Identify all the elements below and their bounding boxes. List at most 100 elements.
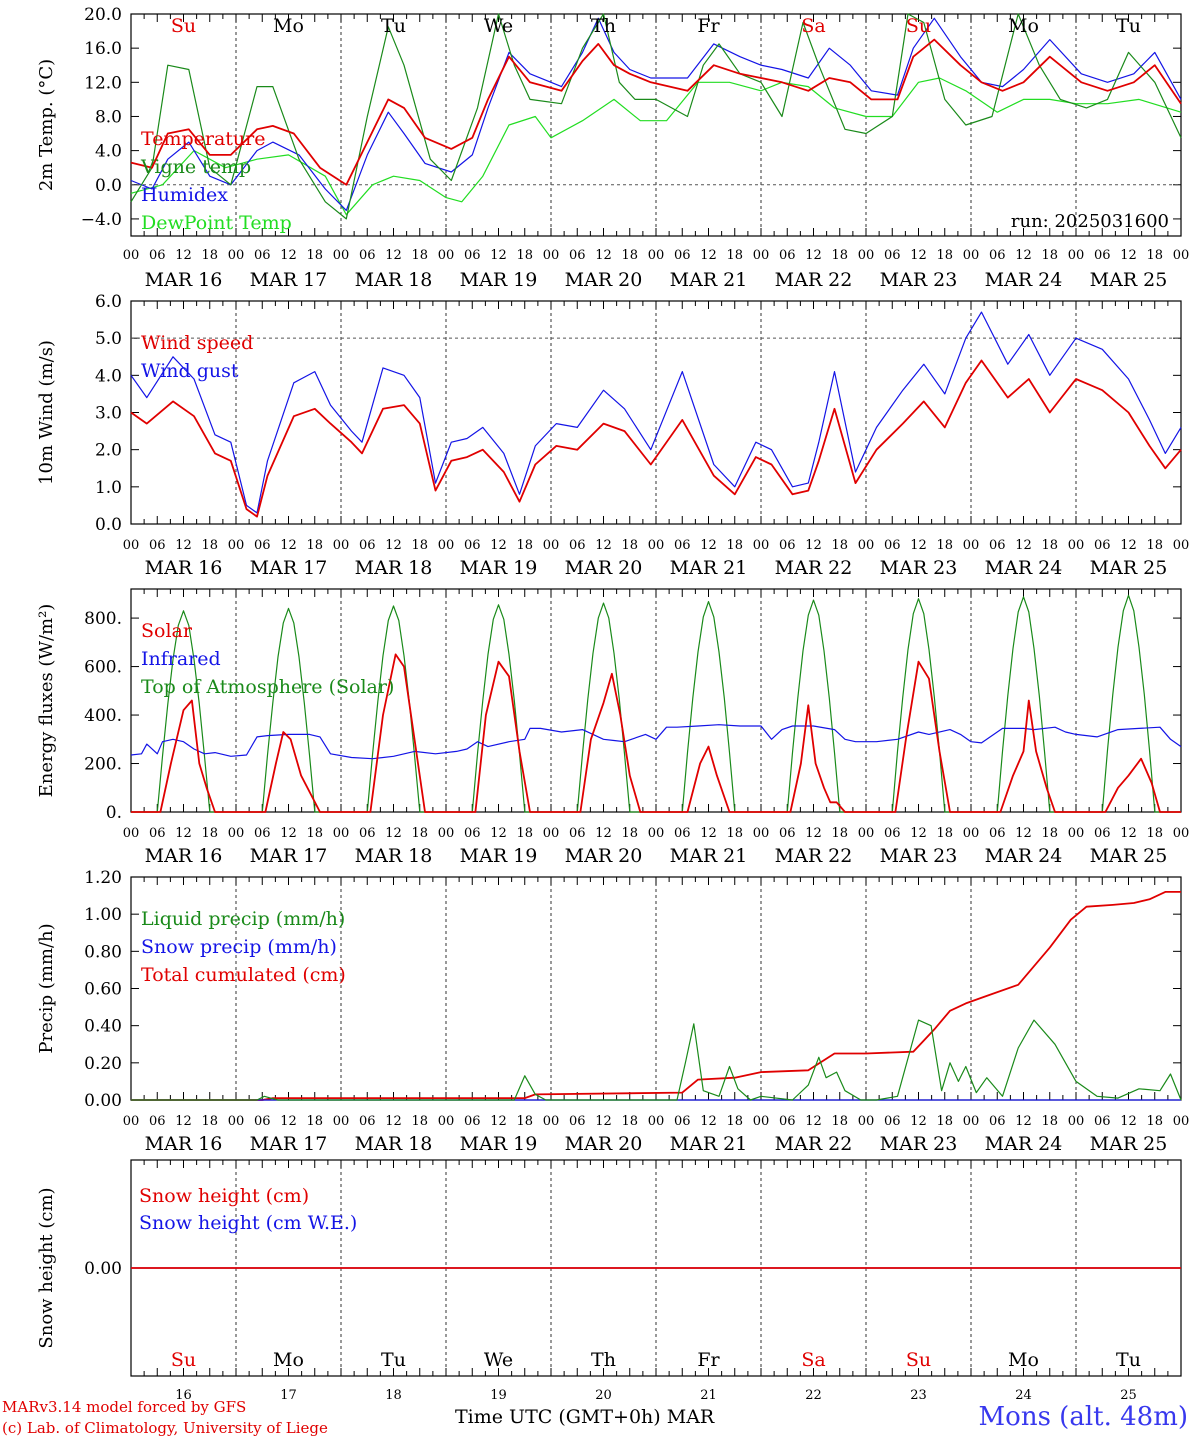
energy-hour-label: 12 — [280, 826, 297, 841]
temperature-hour-label: 12 — [280, 248, 297, 263]
energy-y-tick-label: 800. — [84, 609, 122, 629]
snow-weekday-label: Th — [591, 1349, 616, 1371]
wind-hour-label: 12 — [805, 538, 822, 553]
energy-legend-entry: Solar — [141, 620, 193, 642]
temperature-hour-label: 18 — [516, 248, 533, 263]
precip-y-tick-label: 0.00 — [84, 1091, 122, 1111]
energy-hour-label: 06 — [359, 826, 376, 841]
snow-weekday-label: Tu — [1116, 1349, 1141, 1371]
precip-y-tick-label: 1.20 — [84, 868, 122, 888]
energy-hour-label: 18 — [726, 826, 743, 841]
temperature-hour-label: 06 — [779, 248, 796, 263]
temperature-hour-label: 00 — [438, 248, 455, 263]
temperature-y-tick-label: 12.0 — [84, 73, 122, 93]
temperature-hour-label: 12 — [1120, 248, 1137, 263]
energy-hour-label: 06 — [464, 826, 481, 841]
precip-legend-entry: Liquid precip (mm/h) — [141, 908, 345, 930]
precip-hour-label: 06 — [464, 1114, 481, 1129]
x-axis-title: Time UTC (GMT+0h) MAR — [455, 1406, 714, 1428]
temperature-hour-label: 06 — [359, 248, 376, 263]
energy-date-label: MAR 20 — [565, 845, 643, 867]
wind-hour-label: 12 — [1120, 538, 1137, 553]
temperature-hour-label: 06 — [884, 248, 901, 263]
energy-hour-label: 18 — [831, 826, 848, 841]
temperature-hour-label: 18 — [201, 248, 218, 263]
wind-date-label: MAR 20 — [565, 557, 643, 579]
wind-y-tick-label: 0.0 — [95, 515, 122, 535]
energy-hour-label: 00 — [228, 826, 245, 841]
wind-date-label: MAR 18 — [355, 557, 433, 579]
wind-hour-label: 12 — [490, 538, 507, 553]
temperature-hour-label: 18 — [1146, 248, 1163, 263]
energy-hour-label: 00 — [1173, 826, 1190, 841]
precip-y-tick-label: 1.00 — [84, 905, 122, 925]
precip-date-label: MAR 16 — [145, 1133, 223, 1155]
wind-hour-label: 06 — [674, 538, 691, 553]
temperature-hour-label: 18 — [411, 248, 428, 263]
snow-day-number: 16 — [175, 1388, 192, 1403]
wind-y-tick-label: 4.0 — [95, 366, 122, 386]
precip-date-label: MAR 19 — [460, 1133, 538, 1155]
energy-hour-label: 06 — [674, 826, 691, 841]
temperature-y-axis-label: 2m Temp. (°C) — [36, 59, 57, 191]
energy-hour-label: 06 — [254, 826, 271, 841]
temperature-weekday-label: Th — [591, 15, 616, 37]
energy-series-solar — [131, 653, 1181, 813]
temperature-y-tick-label: 0.0 — [95, 176, 122, 196]
temperature-hour-label: 00 — [753, 248, 770, 263]
precip-y-tick-label: 0.20 — [84, 1054, 122, 1074]
energy-hour-label: 12 — [700, 826, 717, 841]
wind-hour-label: 00 — [228, 538, 245, 553]
temperature-hour-label: 06 — [1094, 248, 1111, 263]
temperature-date-label: MAR 20 — [565, 269, 643, 291]
wind-hour-label: 12 — [280, 538, 297, 553]
precip-hour-label: 06 — [989, 1114, 1006, 1129]
energy-date-label: MAR 19 — [460, 845, 538, 867]
temperature-hour-label: 18 — [831, 248, 848, 263]
snow-day-number: 20 — [595, 1388, 612, 1403]
temperature-series-temperature — [130, 38, 1182, 186]
energy-hour-label: 18 — [1146, 826, 1163, 841]
temperature-hour-label: 00 — [333, 248, 350, 263]
energy-y-tick-label: 0. — [106, 803, 122, 823]
wind-hour-label: 12 — [595, 538, 612, 553]
wind-hour-label: 12 — [175, 538, 192, 553]
wind-y-tick-label: 3.0 — [95, 404, 122, 424]
precip-hour-label: 00 — [123, 1114, 140, 1129]
station-name: Mons (alt. 48m) — [978, 1402, 1188, 1432]
snow-weekday-label: Su — [906, 1349, 931, 1371]
wind-y-axis-label: 10m Wind (m/s) — [36, 340, 57, 485]
temperature-hour-label: 06 — [989, 248, 1006, 263]
wind-date-label: MAR 21 — [670, 557, 748, 579]
precip-hour-label: 18 — [1041, 1114, 1058, 1129]
precip-hour-label: 12 — [175, 1114, 192, 1129]
energy-hour-label: 12 — [385, 826, 402, 841]
energy-hour-label: 18 — [306, 826, 323, 841]
precip-hour-label: 12 — [1120, 1114, 1137, 1129]
temperature-y-tick-label: 4.0 — [95, 142, 122, 162]
snow-day-number: 18 — [385, 1388, 402, 1403]
temperature-legend-entry: DewPoint Temp — [141, 212, 292, 234]
energy-hour-label: 00 — [543, 826, 560, 841]
precip-hour-label: 00 — [333, 1114, 350, 1129]
snow-weekday-label: Fr — [697, 1349, 720, 1371]
wind-hour-label: 06 — [1094, 538, 1111, 553]
wind-hour-label: 12 — [700, 538, 717, 553]
wind-date-label: MAR 25 — [1090, 557, 1168, 579]
wind-hour-label: 00 — [1068, 538, 1085, 553]
temperature-hour-label: 12 — [1015, 248, 1032, 263]
energy-hour-label: 18 — [1041, 826, 1058, 841]
temperature-date-label: MAR 19 — [460, 269, 538, 291]
precip-hour-label: 12 — [805, 1114, 822, 1129]
temperature-hour-label: 00 — [1173, 248, 1190, 263]
precip-date-label: MAR 24 — [985, 1133, 1063, 1155]
temperature-weekday-label: Su — [171, 15, 196, 37]
energy-hour-label: 12 — [1120, 826, 1137, 841]
precip-hour-label: 00 — [1068, 1114, 1085, 1129]
wind-hour-label: 06 — [989, 538, 1006, 553]
temperature-y-tick-label: 16.0 — [84, 39, 122, 59]
energy-hour-label: 18 — [411, 826, 428, 841]
credit-line-lab: (c) Lab. of Climatology, University of L… — [2, 1419, 328, 1437]
wind-legend-entry: Wind gust — [141, 360, 239, 382]
wind-hour-label: 18 — [411, 538, 428, 553]
